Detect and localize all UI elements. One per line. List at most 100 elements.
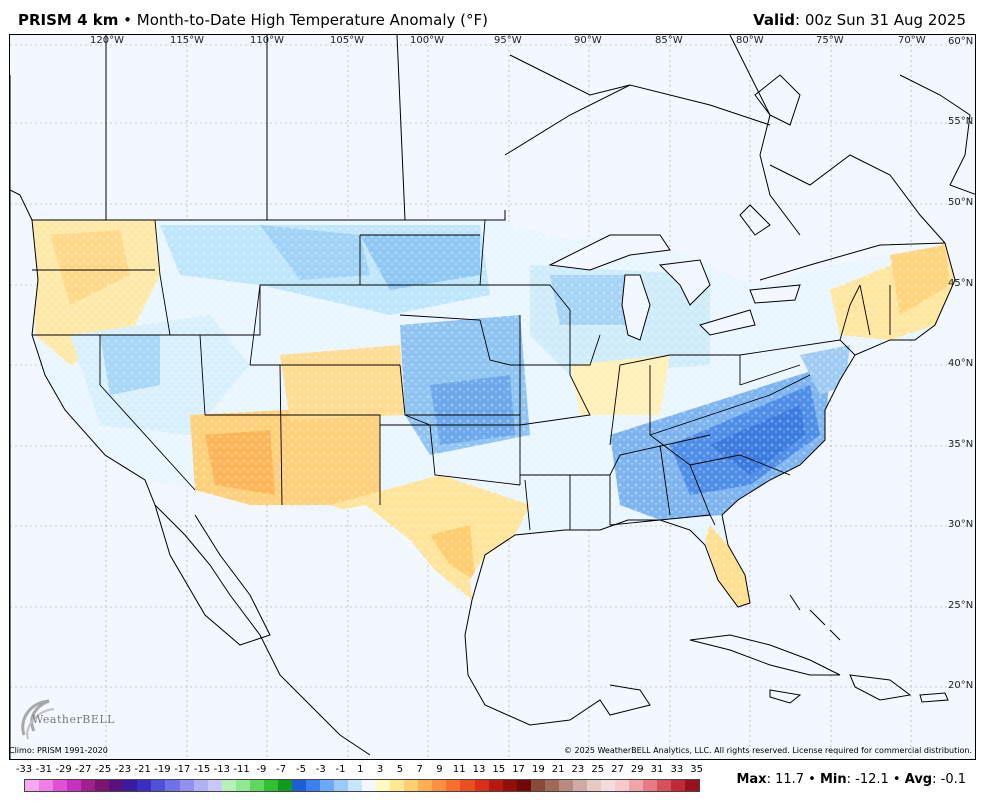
great-lakes [548,234,801,341]
legend-color-bar [24,779,700,792]
max-value: : 11.7 [766,772,805,787]
legend-label: 31 [650,764,664,775]
lon-label: 110°W [250,35,284,46]
legend-swatch [193,780,208,791]
legend-label: -7 [276,764,287,775]
copyright-note: © 2025 WeatherBELL Analytics, LLC. All r… [564,746,972,755]
legend-swatch [671,780,686,791]
legend-label: 7 [416,764,423,775]
legend-swatch [432,780,447,791]
lon-label: 100°W [410,35,444,46]
avg-label: Avg [904,772,933,787]
legend-label: 13 [472,764,486,775]
legend-swatch [685,780,700,791]
legend-label: 15 [492,764,506,775]
legend-swatch [137,780,152,791]
legend-label: -33 [15,764,33,775]
lat-label: 60°N [948,36,974,47]
map-canvas [10,35,975,759]
model-name: PRISM 4 km [18,11,119,29]
stats-separator: • [804,772,820,787]
lon-label: 115°W [170,35,204,46]
legend-swatch [530,780,545,791]
legend-label: 35 [690,764,703,775]
lon-label: 75°W [816,35,844,46]
legend-swatch [643,780,658,791]
legend-swatch [516,780,531,791]
legend-swatch [39,780,54,791]
lat-label: 25°N [948,600,974,611]
legend-label: -17 [174,764,191,775]
stats-separator: • [888,772,905,787]
lat-label: 45°N [948,278,974,289]
legend-swatch [235,780,250,791]
legend-swatch [123,780,138,791]
legend-swatch [67,780,82,791]
legend-swatch [165,780,180,791]
legend-label: -31 [35,764,52,775]
legend-label: -11 [233,764,250,775]
legend-label: 33 [670,764,684,775]
lon-label: 85°W [655,35,683,46]
legend-swatch [614,780,630,791]
climo-note: Climo: PRISM 1991-2020 [9,746,108,755]
anomaly-map[interactable]: 120°W 115°W 110°W 105°W 100°W 95°W 90°W … [9,34,976,760]
legend-swatch [376,780,391,791]
legend-label: 5 [396,764,404,775]
title-separator: • [123,11,132,29]
legend-label: -15 [193,764,211,775]
legend-label: -1 [335,764,346,775]
legend-swatch [151,780,166,791]
legend-label: 9 [436,764,443,775]
legend-swatch [544,780,559,791]
legend-label: -3 [315,764,326,775]
lat-label: 40°N [948,358,974,369]
legend-swatch [319,780,335,791]
legend-label: 27 [611,764,624,775]
legend-label: -23 [114,764,132,775]
lat-label: 30°N [948,519,974,530]
legend-swatch [362,780,377,791]
legend-swatch [179,780,194,791]
lon-label: 95°W [494,35,522,46]
lat-label: 50°N [948,197,974,208]
legend-swatch [207,780,222,791]
legend-label: -19 [154,764,171,775]
legend-swatch [572,780,587,791]
legend-swatch [460,780,475,791]
legend-swatch [418,780,433,791]
valid-label: Valid [753,11,796,29]
legend-swatch [629,780,644,791]
legend-swatch [390,780,405,791]
product-name: Month-to-Date High Temperature Anomaly (… [136,11,488,29]
legend-swatch [305,780,320,791]
legend-label: -29 [55,764,72,775]
caribbean-islands [689,594,949,704]
avg-value: : -0.1 [932,772,966,787]
legend-labels: -33 -31 -29 -27 -25 -23 -21 -19 -17 -15 -13 -11 -9 -7… [12,764,712,778]
legend-swatch [558,780,573,791]
boundaries [32,35,975,281]
legend-label: 19 [531,764,545,775]
legend-swatch [263,780,278,791]
logo-text: WeatherBELL [32,713,115,726]
legend-label: 11 [452,764,466,775]
legend-swatch [277,780,292,791]
legend-swatch [221,780,236,791]
valid-time: Valid: 00z Sun 31 Aug 2025 [753,11,966,29]
legend-label: -9 [256,764,267,775]
legend-label: 3 [376,764,384,775]
legend-swatch [334,780,349,791]
legend-label: 25 [591,764,605,775]
swirl-icon [21,699,55,740]
legend-swatch [474,780,489,791]
legend-swatch [586,780,601,791]
legend-swatch [81,780,96,791]
legend-swatch [291,780,306,791]
legend-swatch [95,780,110,791]
legend-label: 17 [512,764,525,775]
min-label: Min [819,772,847,787]
legend-swatch [53,780,68,791]
legend-swatch [446,780,461,791]
legend-label: -27 [75,764,92,775]
